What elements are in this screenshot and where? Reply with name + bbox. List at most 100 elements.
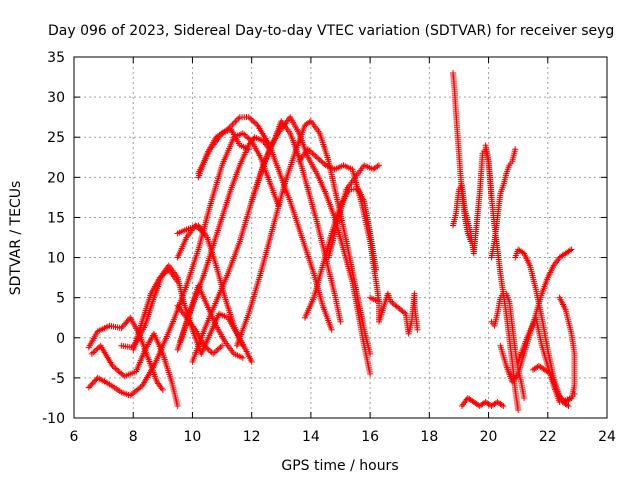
data-point [242, 132, 249, 139]
data-point [159, 271, 166, 278]
data-point [245, 146, 252, 153]
x-tick-label: 22 [539, 429, 557, 445]
y-tick-label: 20 [47, 170, 65, 186]
data-point [235, 115, 242, 122]
series-track-5 [130, 266, 181, 353]
data-point [174, 402, 181, 409]
y-tick-label: 0 [56, 331, 65, 347]
data-point [239, 130, 246, 137]
data-point [195, 225, 202, 232]
data-point [201, 230, 208, 237]
data-point [115, 368, 122, 375]
x-tick-label: 24 [598, 429, 616, 445]
x-tick-label: 18 [420, 429, 438, 445]
series-track-2 [85, 130, 282, 399]
plot-area [85, 70, 578, 413]
data-point [367, 370, 374, 377]
data-point [118, 370, 125, 377]
data-point [89, 380, 96, 387]
data-point [174, 278, 181, 285]
data-point [156, 274, 163, 281]
data-point [498, 401, 505, 408]
y-tick-label: -5 [51, 371, 65, 387]
series-spike-19 [450, 70, 474, 245]
series-track-8 [174, 134, 273, 353]
data-point [93, 346, 100, 353]
y-tick-label: 25 [47, 130, 65, 146]
data-point [319, 159, 326, 166]
y-tick-label: 15 [47, 210, 65, 226]
data-point [337, 318, 344, 325]
data-point [515, 406, 522, 413]
data-point [565, 402, 572, 409]
series-track-3 [88, 330, 181, 409]
data-point [124, 317, 131, 324]
data-point [198, 227, 205, 234]
data-point [316, 156, 323, 163]
y-tick-label: -10 [42, 411, 65, 427]
data-point [521, 394, 528, 401]
data-point [244, 134, 251, 141]
data-point [216, 345, 223, 352]
y-tick-label: 5 [56, 291, 65, 307]
data-point [239, 354, 246, 361]
data-point [230, 120, 237, 127]
data-point [90, 379, 97, 386]
data-point [219, 342, 226, 349]
data-point [304, 146, 311, 153]
data-point [315, 155, 322, 162]
data-point [207, 348, 214, 355]
data-point [512, 146, 519, 153]
series-scatter-16-18 [367, 290, 421, 337]
data-point [196, 226, 203, 233]
data-point [241, 131, 248, 138]
data-point [214, 346, 221, 353]
data-point [310, 151, 317, 158]
data-point [162, 269, 169, 276]
series-track-1 [85, 314, 166, 393]
data-point [375, 162, 382, 169]
data-point [88, 350, 95, 357]
y-axis-label: SDTVAR / TECUs [8, 181, 24, 296]
data-point [312, 152, 319, 159]
data-point [88, 381, 95, 388]
data-point [122, 320, 129, 327]
data-point [245, 114, 252, 121]
data-point [204, 345, 211, 352]
data-point [213, 348, 220, 355]
data-point [568, 246, 575, 253]
data-point [309, 150, 316, 157]
series-track-13 [195, 126, 252, 177]
data-point [306, 119, 313, 126]
data-point [313, 154, 320, 161]
x-tick-label: 20 [480, 429, 498, 445]
data-point [112, 365, 119, 372]
data-point [110, 364, 117, 371]
y-tick-label: 35 [47, 50, 65, 66]
data-point [374, 163, 381, 170]
data-point [564, 401, 571, 408]
series-flat-19-21 [458, 394, 507, 409]
y-axis: -10 -5 0 5 10 15 20 25 30 35 [42, 50, 607, 427]
x-tick-label: 14 [302, 429, 320, 445]
data-point [401, 309, 408, 316]
series-track-20-21 [488, 290, 528, 401]
data-point [92, 377, 99, 384]
data-point [119, 371, 126, 378]
data-point [248, 358, 255, 365]
data-point [239, 342, 246, 349]
data-point [253, 120, 260, 127]
data-point [87, 383, 94, 390]
series-rise-21 [488, 146, 519, 261]
series-track-22-23 [556, 294, 578, 404]
data-point [205, 346, 212, 353]
data-point [94, 345, 101, 352]
data-point [328, 326, 335, 333]
data-point [161, 270, 168, 277]
series-track-18 [325, 162, 382, 261]
y-tick-label: 30 [47, 90, 65, 106]
data-point [247, 115, 254, 122]
data-point [373, 266, 380, 273]
data-point [217, 344, 224, 351]
